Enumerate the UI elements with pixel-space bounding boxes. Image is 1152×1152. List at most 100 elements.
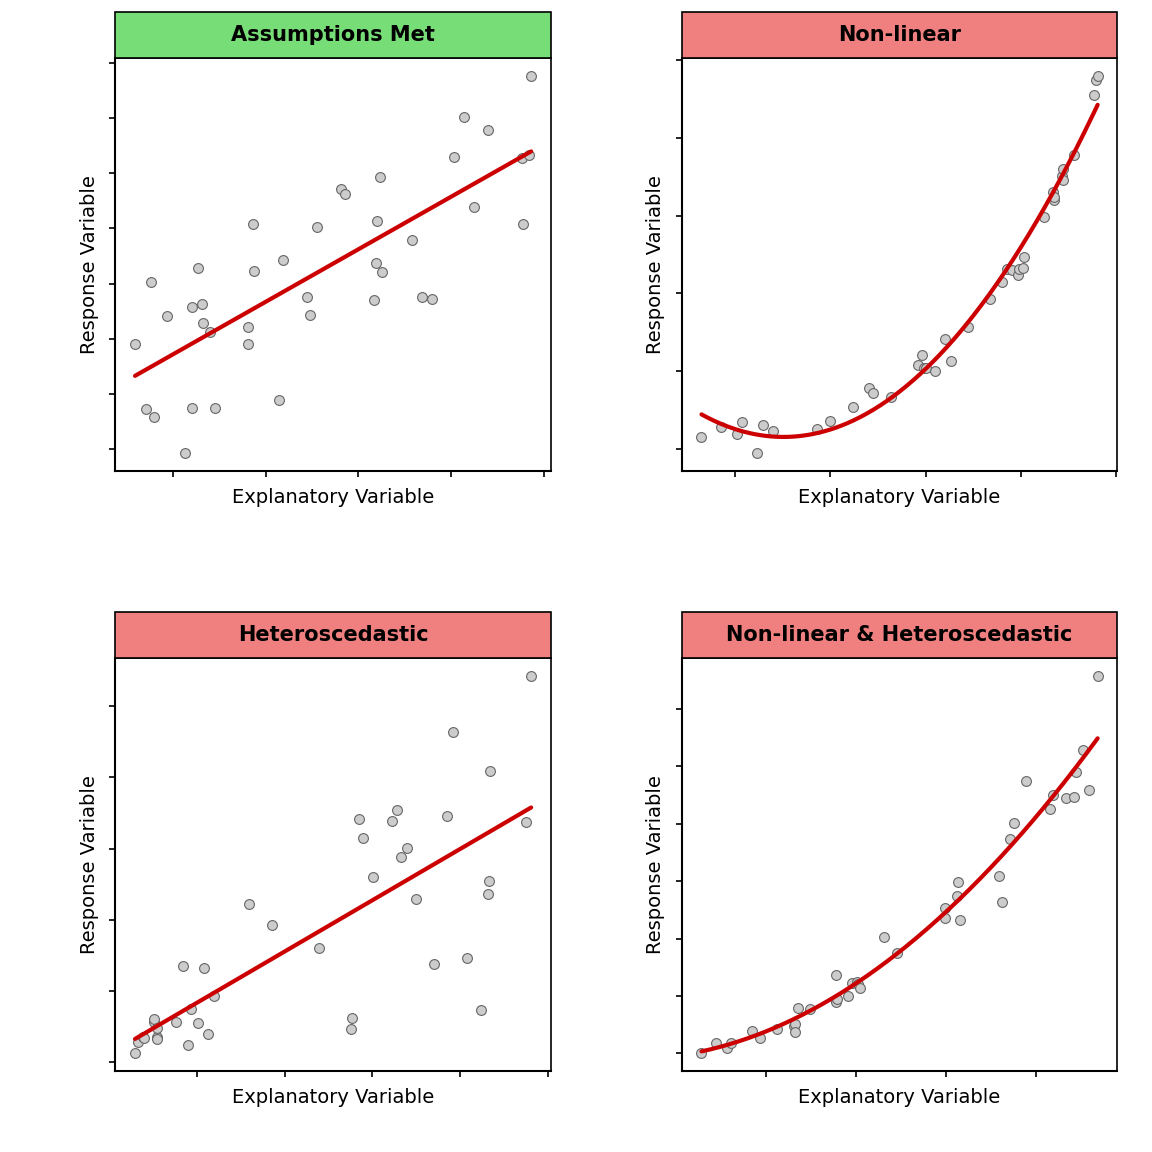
Point xyxy=(915,359,933,378)
Point xyxy=(1054,160,1073,179)
Point xyxy=(455,107,473,126)
Point xyxy=(864,384,882,402)
Y-axis label: Response Variable: Response Variable xyxy=(79,175,99,354)
Point xyxy=(412,288,431,306)
Point xyxy=(950,910,969,929)
Point xyxy=(827,965,846,984)
Point xyxy=(1084,85,1102,104)
Point xyxy=(240,895,258,914)
Point xyxy=(998,259,1016,278)
Y-axis label: Response Variable: Response Variable xyxy=(646,775,665,954)
Point xyxy=(926,362,945,380)
Point xyxy=(478,121,497,139)
Point xyxy=(1005,814,1023,833)
Point xyxy=(301,306,319,325)
X-axis label: Explanatory Variable: Explanatory Variable xyxy=(232,488,434,507)
Point xyxy=(1054,170,1073,189)
Point xyxy=(990,866,1008,885)
Point xyxy=(1053,167,1071,185)
Point xyxy=(764,422,782,440)
Point xyxy=(1056,789,1075,808)
Point xyxy=(848,972,866,991)
Point xyxy=(1089,667,1107,685)
Point xyxy=(205,987,223,1006)
Point xyxy=(367,255,386,273)
Point xyxy=(842,973,861,992)
Point xyxy=(403,232,422,250)
Point xyxy=(408,889,426,908)
Point xyxy=(194,295,212,313)
Point xyxy=(382,811,401,829)
Point xyxy=(179,1036,197,1054)
X-axis label: Explanatory Variable: Explanatory Variable xyxy=(232,1087,434,1107)
Point xyxy=(270,391,288,409)
Point xyxy=(181,1000,199,1018)
Point xyxy=(1044,183,1062,202)
Y-axis label: Response Variable: Response Variable xyxy=(79,775,99,954)
Point xyxy=(423,289,441,308)
Point xyxy=(1045,188,1063,206)
Point xyxy=(240,318,258,336)
Point xyxy=(464,198,483,217)
Point xyxy=(336,184,355,203)
Point xyxy=(397,839,416,857)
Point xyxy=(786,1015,804,1033)
Point xyxy=(874,927,893,946)
Point xyxy=(308,218,326,236)
Point xyxy=(189,259,207,278)
Point xyxy=(263,916,281,934)
Point xyxy=(480,761,499,780)
Point xyxy=(692,427,711,446)
Text: Heteroscedastic: Heteroscedastic xyxy=(237,624,429,644)
Point xyxy=(354,828,372,847)
Point xyxy=(147,1028,166,1046)
Point xyxy=(785,1017,803,1036)
Point xyxy=(850,978,869,996)
Point xyxy=(516,812,535,831)
Point xyxy=(1001,831,1020,849)
Point xyxy=(707,1033,726,1052)
Point xyxy=(445,147,463,166)
Point xyxy=(786,1022,804,1040)
Point xyxy=(479,885,498,903)
Point xyxy=(392,848,410,866)
Point xyxy=(1040,799,1059,818)
Point xyxy=(1002,260,1021,279)
Point xyxy=(244,262,263,280)
Point xyxy=(149,1030,167,1048)
Point xyxy=(206,399,225,417)
Point xyxy=(521,146,539,165)
Point xyxy=(718,1038,736,1056)
Point xyxy=(692,1044,711,1062)
Point xyxy=(1010,260,1029,279)
Point xyxy=(801,1000,819,1018)
Point xyxy=(200,323,219,341)
Point xyxy=(194,313,212,332)
Point xyxy=(839,987,857,1006)
Point xyxy=(310,939,328,957)
Point xyxy=(843,397,862,416)
Point xyxy=(522,67,540,85)
Point xyxy=(935,899,954,917)
Point xyxy=(941,351,960,370)
Point xyxy=(821,412,840,431)
Point xyxy=(751,1029,770,1047)
Text: Non-linear: Non-linear xyxy=(838,24,961,45)
Point xyxy=(388,801,407,819)
Point xyxy=(1064,788,1083,806)
Point xyxy=(712,418,730,437)
Point xyxy=(444,722,462,741)
Point xyxy=(861,378,879,396)
Point xyxy=(1045,190,1063,209)
Point xyxy=(909,355,927,373)
Point xyxy=(126,1044,144,1062)
Point xyxy=(167,1013,185,1031)
Point xyxy=(914,346,932,364)
Point xyxy=(513,149,531,167)
Point xyxy=(195,960,213,978)
Point xyxy=(142,273,160,291)
Point xyxy=(145,1010,164,1029)
Point xyxy=(1081,781,1099,799)
Point xyxy=(948,887,967,905)
Point xyxy=(827,993,846,1011)
